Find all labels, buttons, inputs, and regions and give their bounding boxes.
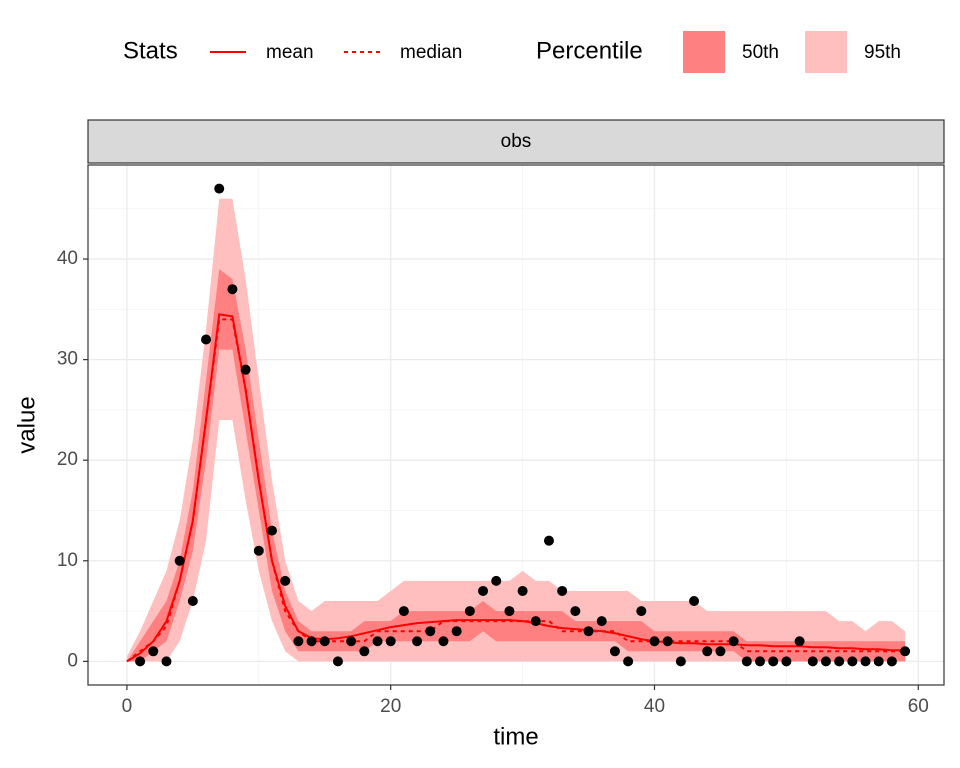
- observation: [543, 535, 554, 546]
- legend-swatch: [683, 31, 725, 73]
- observation: [873, 656, 884, 667]
- observation: [266, 525, 277, 536]
- observation: [649, 636, 660, 647]
- observation: [834, 656, 845, 667]
- facet-strip: [87, 119, 945, 164]
- observation: [570, 606, 581, 617]
- observation: [201, 334, 212, 345]
- observation: [702, 646, 713, 657]
- observation: [715, 646, 726, 657]
- observation: [425, 626, 436, 637]
- observation: [886, 656, 897, 667]
- observation: [161, 656, 172, 667]
- observation: [346, 636, 357, 647]
- observation: [583, 626, 594, 637]
- percentile-band: [126, 198, 906, 662]
- observation: [755, 656, 766, 667]
- observation: [398, 606, 409, 617]
- observation: [174, 555, 185, 566]
- legend-label: 95th: [864, 42, 901, 63]
- observation: [451, 626, 462, 637]
- y-tick-label: 30: [57, 349, 78, 370]
- observation: [293, 636, 304, 647]
- legend-title: Percentile: [536, 37, 643, 64]
- observation: [517, 585, 528, 596]
- observation: [728, 636, 739, 647]
- observation: [900, 646, 911, 657]
- observation: [820, 656, 831, 667]
- legend-swatch: [805, 31, 847, 73]
- y-tick-label: 0: [67, 650, 78, 671]
- legend-title: Stats: [123, 37, 178, 64]
- legend-label: mean: [266, 42, 314, 63]
- x-axis-title: time: [493, 723, 538, 750]
- x-tick-label: 20: [380, 696, 401, 717]
- y-tick-label: 40: [57, 248, 78, 269]
- observation: [412, 636, 423, 647]
- observation: [438, 636, 449, 647]
- y-axis-title: value: [13, 396, 40, 453]
- observation: [359, 646, 370, 657]
- observation: [148, 646, 159, 657]
- observation: [240, 364, 251, 375]
- y-tick-label: 20: [57, 449, 78, 470]
- observation: [847, 656, 858, 667]
- observation: [372, 636, 383, 647]
- observation: [807, 656, 818, 667]
- observation: [609, 646, 620, 657]
- observation: [530, 616, 541, 627]
- observation: [675, 656, 686, 667]
- observation: [491, 575, 502, 586]
- x-tick-label: 60: [908, 696, 929, 717]
- observation: [253, 545, 264, 556]
- observation: [860, 656, 871, 667]
- legend-label: median: [400, 42, 462, 63]
- panel-border: [87, 164, 945, 686]
- observation: [319, 636, 330, 647]
- observation: [504, 606, 515, 617]
- stat-line: [126, 313, 906, 663]
- legend-label: 50th: [742, 42, 779, 63]
- observation: [689, 596, 700, 607]
- strip-label: obs: [501, 131, 532, 152]
- observation: [332, 656, 343, 667]
- observation: [478, 585, 489, 596]
- observation: [135, 656, 146, 667]
- observation: [623, 656, 634, 667]
- observation: [768, 656, 779, 667]
- observation: [227, 284, 238, 295]
- observation: [280, 575, 291, 586]
- observation: [557, 585, 568, 596]
- observation: [662, 636, 673, 647]
- observation: [385, 636, 396, 647]
- observation: [636, 606, 647, 617]
- observation: [596, 616, 607, 627]
- y-tick-label: 10: [57, 550, 78, 571]
- x-tick-label: 40: [644, 696, 665, 717]
- observation: [306, 636, 317, 647]
- x-tick-label: 0: [122, 696, 133, 717]
- observation: [187, 596, 198, 607]
- observation: [214, 183, 225, 194]
- observation: [781, 656, 792, 667]
- observation: [794, 636, 805, 647]
- observation: [464, 606, 475, 617]
- observation: [741, 656, 752, 667]
